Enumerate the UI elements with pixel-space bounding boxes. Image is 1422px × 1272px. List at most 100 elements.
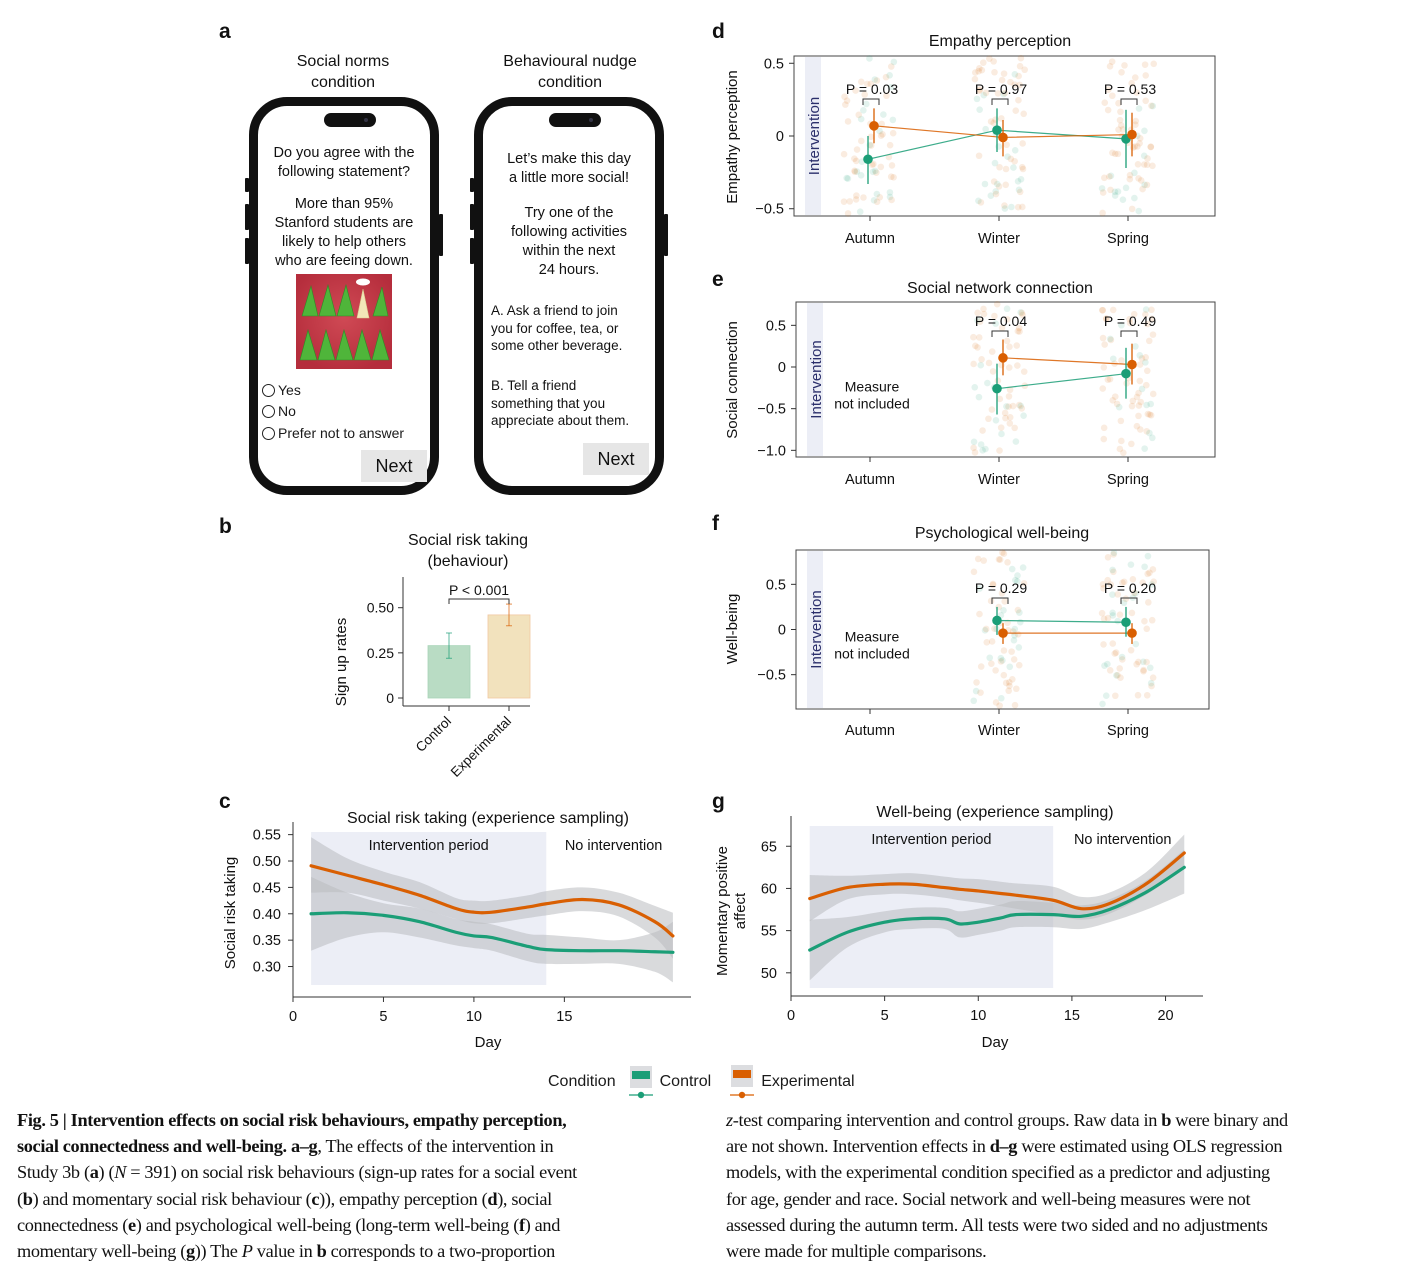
raw-data-dot bbox=[1147, 400, 1155, 408]
raw-data-dot bbox=[976, 86, 984, 93]
raw-data-dot bbox=[1000, 647, 1008, 654]
raw-data-dot bbox=[1109, 566, 1116, 574]
raw-data-dot bbox=[991, 312, 998, 320]
raw-data-dot bbox=[980, 310, 988, 318]
raw-data-dot bbox=[1122, 595, 1130, 603]
raw-data-dot bbox=[982, 625, 990, 633]
option-label: No bbox=[278, 403, 296, 419]
raw-data-dot bbox=[873, 169, 880, 176]
raw-data-dot bbox=[1120, 449, 1127, 457]
tree-icon bbox=[372, 286, 389, 317]
y-tick-label: 0.50 bbox=[253, 854, 281, 870]
caption-italic: P bbox=[241, 1241, 253, 1262]
raw-data-dot bbox=[1018, 163, 1026, 171]
y-tick-label: 0 bbox=[386, 690, 394, 706]
raw-data-dot bbox=[841, 93, 848, 101]
survey-question: Do you agree with the following statemen… bbox=[258, 144, 430, 182]
caption-bold: d–g bbox=[989, 1136, 1018, 1157]
raw-data-dot bbox=[975, 197, 982, 205]
caption-line: models, with the experimental condition … bbox=[726, 1162, 1270, 1183]
raw-data-dot bbox=[1131, 143, 1139, 150]
ci-band-control bbox=[311, 876, 673, 983]
caption-text: = 391) on social risk behaviours (sign-u… bbox=[126, 1162, 577, 1183]
raw-data-dot bbox=[870, 196, 878, 204]
raw-data-dot bbox=[1002, 414, 1009, 422]
survey-statement: More than 95% Stanford students are like… bbox=[258, 195, 430, 271]
text-line: Stanford students are bbox=[274, 215, 414, 231]
option-prefer-not[interactable]: Prefer not to answer bbox=[262, 425, 404, 441]
raw-data-dot bbox=[994, 377, 1002, 384]
raw-data-dot bbox=[1114, 671, 1121, 679]
raw-data-dot bbox=[1019, 140, 1026, 147]
trees-illustration bbox=[296, 274, 392, 369]
raw-data-dot bbox=[978, 356, 985, 363]
raw-data-dot bbox=[998, 324, 1006, 332]
raw-data-dot bbox=[1142, 306, 1150, 313]
series-line-control bbox=[808, 865, 1186, 952]
chart-b: Social risk taking (behaviour) Sign up r… bbox=[333, 532, 531, 780]
raw-data-dot bbox=[996, 556, 1004, 563]
raw-data-dot bbox=[857, 115, 865, 123]
radio-button[interactable] bbox=[262, 426, 275, 440]
raw-data-dot bbox=[988, 660, 995, 667]
raw-data-dot bbox=[1015, 72, 1022, 80]
raw-data-dot bbox=[1117, 674, 1124, 681]
raw-data-dot bbox=[980, 91, 988, 99]
raw-data-dot bbox=[1005, 364, 1013, 371]
raw-data-dot bbox=[991, 625, 998, 633]
caption-text: ) and bbox=[524, 1214, 561, 1235]
raw-data-dot bbox=[1011, 625, 1019, 633]
raw-data-dot bbox=[1143, 161, 1151, 169]
raw-data-dot bbox=[1143, 658, 1150, 666]
raw-data-dot bbox=[883, 92, 890, 100]
series-line-experimental bbox=[309, 864, 675, 938]
legend-item-control: Control bbox=[628, 1064, 711, 1100]
ci-band-experimental bbox=[311, 837, 673, 959]
raw-data-dot bbox=[840, 198, 848, 205]
raw-data-dot bbox=[1012, 107, 1020, 115]
region-label-no-intervention: No intervention bbox=[1074, 832, 1172, 848]
raw-data-dot bbox=[1111, 188, 1119, 196]
raw-data-dot bbox=[995, 183, 1003, 190]
text-line: some other beverage. bbox=[491, 338, 623, 353]
radio-button[interactable] bbox=[262, 383, 275, 397]
raw-data-dot bbox=[1136, 377, 1144, 385]
raw-data-dot bbox=[1126, 171, 1134, 179]
raw-data-dot bbox=[1105, 86, 1112, 93]
raw-data-dot bbox=[1010, 656, 1018, 663]
y-tick-label: 0 bbox=[778, 360, 786, 376]
raw-data-dot bbox=[876, 127, 883, 135]
raw-data-dot bbox=[992, 190, 1000, 198]
x-tick-label: Spring bbox=[1107, 231, 1149, 247]
caption-bold: social connectedness and well-being. a–g bbox=[17, 1136, 318, 1157]
p-bracket bbox=[1120, 597, 1138, 604]
y-tick-label: 60 bbox=[761, 881, 777, 897]
raw-data-dot bbox=[1110, 551, 1117, 558]
text-line: who are feeing down. bbox=[275, 253, 413, 269]
raw-data-dot bbox=[1015, 324, 1023, 332]
raw-data-dot bbox=[1115, 99, 1122, 107]
next-button[interactable]: Next bbox=[583, 443, 649, 475]
next-button[interactable]: Next bbox=[361, 450, 427, 482]
caption-text: -test comparing intervention and control… bbox=[732, 1110, 1162, 1130]
option-yes[interactable]: Yes bbox=[262, 382, 301, 398]
raw-data-dot bbox=[1149, 162, 1156, 170]
raw-data-dot bbox=[1009, 675, 1016, 683]
chart-b-title-line1: Social risk taking bbox=[408, 532, 528, 549]
raw-data-dot bbox=[1018, 405, 1026, 412]
raw-data-dot bbox=[1117, 108, 1124, 116]
raw-data-dot bbox=[986, 654, 994, 662]
raw-data-dot bbox=[886, 193, 894, 201]
raw-data-dot bbox=[981, 627, 989, 634]
significance-bracket bbox=[448, 598, 510, 604]
intervention-band-label: Intervention bbox=[808, 590, 825, 668]
option-no[interactable]: No bbox=[262, 403, 296, 419]
chart-e: Social network connection Social connect… bbox=[724, 280, 1216, 488]
raw-data-dot bbox=[970, 697, 978, 705]
raw-data-dot bbox=[1000, 90, 1007, 98]
text-line: B. Tell a friend bbox=[491, 378, 577, 393]
caption-bold: e bbox=[128, 1214, 136, 1235]
raw-data-dot bbox=[860, 194, 867, 201]
raw-data-dot bbox=[855, 111, 863, 119]
radio-button[interactable] bbox=[262, 404, 275, 418]
